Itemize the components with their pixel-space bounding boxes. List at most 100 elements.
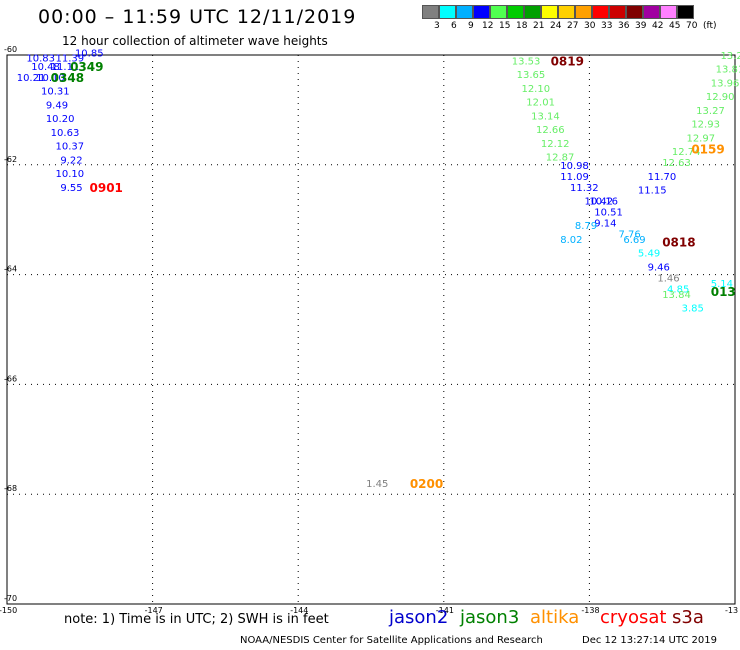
- wave-height-value: 12.97: [686, 133, 715, 144]
- map-frame: [6, 54, 736, 605]
- wave-height-value: 11.39: [56, 54, 85, 65]
- wave-height-value: 11.09: [560, 172, 589, 183]
- wave-height-value: 12.66: [536, 125, 565, 136]
- wave-height-value: 8.02: [560, 235, 582, 246]
- legend-label: 3: [434, 21, 440, 31]
- wave-height-value: 10.10: [56, 169, 85, 180]
- wave-height-value: 10.63: [51, 128, 80, 139]
- wave-height-value: 10.42: [585, 196, 614, 207]
- wave-height-value: 11.11: [51, 62, 80, 73]
- wave-height-value: 10.51: [594, 207, 623, 218]
- wave-height-value: 10.48: [31, 62, 60, 73]
- subtitle: 12 hour collection of altimeter wave hei…: [62, 34, 328, 48]
- latitude-label: -66: [4, 374, 17, 383]
- longitude-label: -141: [436, 606, 454, 615]
- legend-swatch: [643, 5, 660, 19]
- wave-height-value: 12.01: [526, 98, 555, 109]
- legend-swatch: [592, 5, 609, 19]
- legend-label: 6: [451, 21, 457, 31]
- legend-label: 36: [618, 21, 630, 31]
- pass-time-label: 0348: [51, 71, 84, 85]
- legend-swatch: [422, 5, 439, 19]
- wave-height-value: 13.84: [662, 290, 691, 301]
- wave-height-value: 6.69: [623, 235, 645, 246]
- longitude-label: -144: [290, 606, 308, 615]
- legend-swatch: [473, 5, 490, 19]
- longitude-label: -150: [0, 606, 17, 615]
- wave-height-value: 12.74: [672, 147, 701, 158]
- legend-swatch: [524, 5, 541, 19]
- pass-time-label: 0349: [70, 60, 103, 74]
- pass-time-label: 0159: [691, 142, 724, 156]
- generated-timestamp: Dec 12 13:27:14 UTC 2019: [582, 635, 717, 646]
- color-legend: [422, 5, 694, 19]
- longitude-label: -147: [145, 606, 163, 615]
- satellite-altika: altika: [530, 607, 580, 628]
- legend-swatch: [507, 5, 524, 19]
- legend-label: (ft): [703, 21, 717, 31]
- wave-height-value: 13.65: [517, 70, 546, 81]
- legend-swatch: [626, 5, 643, 19]
- satellite-cryosat: cryosat: [600, 607, 667, 628]
- legend-label: 30: [584, 21, 596, 31]
- wave-height-value: 5.14: [711, 279, 733, 290]
- legend-swatch: [558, 5, 575, 19]
- wave-height-value: 10.16: [589, 196, 618, 207]
- pass-time-label: 0200: [410, 477, 443, 491]
- wave-height-value: 9.55: [60, 183, 82, 194]
- latitude-label: -62: [4, 155, 17, 164]
- wave-height-value: 12.12: [541, 139, 570, 150]
- wave-height-value: 4.85: [667, 284, 689, 295]
- legend-swatch: [575, 5, 592, 19]
- satellite-jason3: jason3: [460, 607, 520, 628]
- wave-height-value: 13.96: [711, 78, 740, 89]
- wave-height-value: 9.46: [648, 262, 670, 273]
- legend-label: 42: [652, 21, 664, 31]
- wave-height-value: 9.49: [46, 100, 68, 111]
- wave-height-value: 12.93: [691, 120, 720, 131]
- pass-time-label: 0818: [662, 236, 695, 250]
- legend-swatch: [490, 5, 507, 19]
- latitude-label: -70: [4, 594, 17, 603]
- legend-swatch: [609, 5, 626, 19]
- legend-swatch: [439, 5, 456, 19]
- legend-label: 33: [601, 21, 613, 31]
- legend-label: 70: [686, 21, 698, 31]
- wave-height-value: 10.21: [17, 73, 46, 84]
- wave-height-value: 13.27: [696, 106, 725, 117]
- pass-time-label: 0819: [551, 54, 584, 68]
- legend-label: 24: [550, 21, 562, 31]
- wave-height-value: 13.22: [720, 51, 740, 62]
- legend-swatch: [660, 5, 677, 19]
- wave-height-value: 10.10: [36, 73, 65, 84]
- wave-height-value: 12.90: [706, 92, 735, 103]
- wave-height-value: 1.46: [657, 273, 679, 284]
- wave-height-value: 10.31: [41, 87, 70, 98]
- wave-height-value: 10.85: [75, 48, 104, 59]
- legend-label: 27: [567, 21, 579, 31]
- wave-height-value: 12.63: [662, 158, 691, 169]
- page-title: 00:00 – 11:59 UTC 12/11/2019: [38, 6, 357, 28]
- satellite-s3a: s3a: [672, 607, 704, 628]
- pass-time-label: 013: [711, 285, 736, 299]
- wave-height-value: 5.49: [638, 249, 660, 260]
- longitude-label: -138: [581, 606, 599, 615]
- wave-height-value: 9.22: [60, 155, 82, 166]
- legend-label: 15: [499, 21, 511, 31]
- wave-height-value: 10.37: [56, 142, 85, 153]
- wave-height-value: 12.87: [546, 153, 575, 164]
- legend-label: 21: [533, 21, 545, 31]
- wave-height-value: 10.20: [46, 114, 75, 125]
- legend-label: 39: [635, 21, 647, 31]
- legend-label: 9: [468, 21, 474, 31]
- note-text: note: 1) Time is in UTC; 2) SWH is in fe…: [64, 612, 329, 627]
- wave-height-value: 8.79: [575, 221, 597, 232]
- wave-height-value: 11.15: [638, 186, 667, 197]
- pass-time-label: 0901: [90, 181, 123, 195]
- wave-height-value: 7.76: [619, 229, 641, 240]
- legend-label: 45: [669, 21, 681, 31]
- legend-swatch: [456, 5, 473, 19]
- wave-height-value: 11.70: [648, 172, 677, 183]
- wave-height-value: 9.14: [594, 218, 616, 229]
- longitude-label: -13: [725, 606, 738, 615]
